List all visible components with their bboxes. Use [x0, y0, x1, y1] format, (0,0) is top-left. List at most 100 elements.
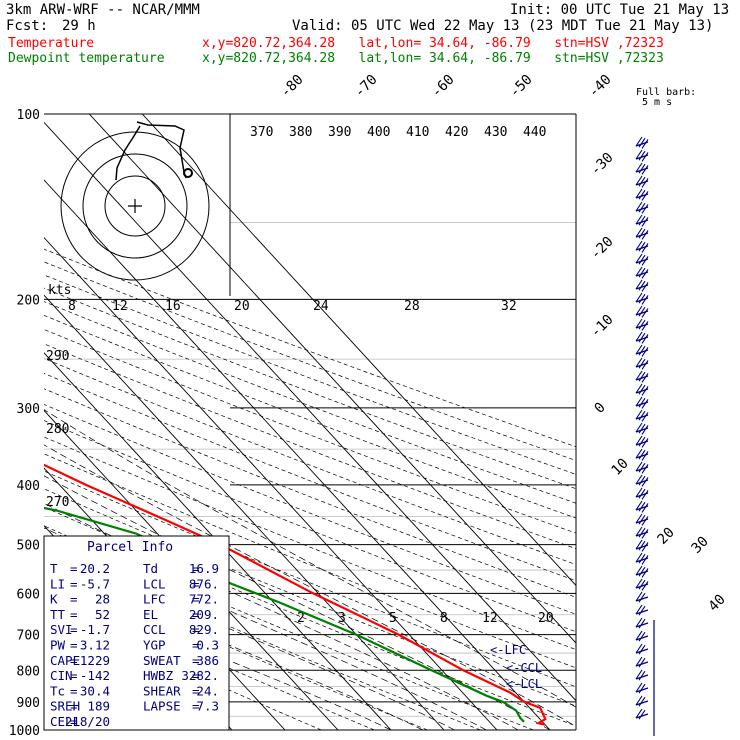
moist-adiabat [44, 444, 576, 727]
isotherm [44, 179, 551, 730]
hodograph-speed-label: 24 [313, 299, 329, 314]
parcel-info-cell: = [192, 622, 200, 637]
mixing-ratio-label: 12 [482, 611, 498, 626]
theta-e-label: 420 [445, 125, 468, 140]
barb-legend-units: 5 m s [642, 97, 673, 108]
legend-temperature-name: Temperature [8, 36, 95, 51]
dewpoint-line [44, 506, 525, 723]
dry-adiabat [44, 261, 576, 461]
init-time: Init: 00 UTC Tue 21 May 13 [510, 2, 730, 18]
parcel-info-cell: 24. [196, 683, 219, 698]
parcel-info-cell: = [70, 638, 78, 653]
parcel-info-cell: 829. [189, 622, 219, 637]
parcel-info-cell: 16.9 [189, 561, 219, 576]
parcel-info-cell: = [70, 653, 78, 668]
parcel-info-cell: = [192, 592, 200, 607]
wind-barb [635, 565, 649, 578]
parcel-info-cell: = [70, 607, 78, 622]
wind-barb [635, 383, 649, 396]
wind-barb [635, 604, 649, 616]
parcel-info-cell: = [192, 561, 200, 576]
wind-barb [635, 370, 649, 383]
mixing-ratio-label: 5 [389, 611, 397, 626]
temperature-line [44, 463, 547, 726]
isotherm-label: 10 [609, 456, 632, 479]
isotherm-label: 40 [706, 592, 729, 615]
hodograph-ring [82, 153, 188, 259]
parcel-info-cell: 209. [189, 607, 219, 622]
parcel-info-cell: = [192, 638, 200, 653]
wind-barb [635, 630, 649, 642]
pressure-label: 700 [17, 629, 40, 644]
parcel-info-cell: = [70, 683, 78, 698]
wind-barb [635, 227, 649, 240]
wind-barb [635, 266, 649, 279]
parcel-info-cell: CAPE [50, 653, 80, 668]
parcel-info-cell: Tc [50, 683, 65, 698]
parcel-info-cell: 876. [189, 576, 219, 591]
wind-barb [635, 214, 649, 227]
parcel-info-cell: = [192, 653, 200, 668]
parcel-info-cell: 7.3 [196, 699, 219, 714]
parcel-info-cell: 1229 [80, 653, 110, 668]
wind-barb [635, 240, 649, 253]
parcel-info-cell: 386 [196, 653, 219, 668]
theta-e-label: 390 [328, 125, 351, 140]
wind-barb [635, 175, 649, 188]
wind-barb [635, 682, 649, 694]
hodograph-speed-label: kts [48, 283, 71, 298]
hodograph-speed-label: 32 [501, 299, 517, 314]
moist-adiabat [44, 587, 392, 730]
wind-barb [635, 279, 649, 292]
theta-e-label: 410 [406, 125, 429, 140]
theta-label: 290 [46, 349, 69, 364]
isotherm-label: -70 [352, 72, 381, 101]
hodograph-ring [104, 175, 166, 237]
dry-adiabat [44, 373, 576, 582]
parcel-info-cell: YGP [143, 638, 166, 653]
model-title: 3km ARW-WRF -- NCAR/MMM [6, 2, 200, 18]
barb-legend-title: Full barb: [636, 87, 697, 98]
mixing-ratio-label: 2 [297, 611, 305, 626]
wind-barb [635, 149, 649, 162]
dry-adiabat [44, 287, 576, 490]
mixing-ratio-label: 8 [440, 611, 448, 626]
wind-barb [635, 643, 649, 655]
legend-dewpoint-name: Dewpoint temperature [8, 51, 165, 66]
parcel-info-cell: SHEAR [143, 683, 181, 698]
parcel-info-cell: = [70, 592, 78, 607]
dry-adiabat [44, 301, 576, 504]
parcel-info-cell: = [70, 561, 78, 576]
wind-barb [635, 162, 649, 175]
isotherm-label: -80 [278, 72, 307, 101]
isotherm-label: 30 [689, 534, 712, 557]
parcel-info-cell: = [192, 668, 200, 683]
hodograph-ring [60, 131, 210, 281]
mixing-ratio-label: 20 [538, 611, 554, 626]
moist-adiabat [44, 502, 519, 730]
forecast-hour: 29 h [62, 18, 96, 34]
wind-barb [635, 292, 649, 305]
isotherm-label: -10 [588, 312, 617, 341]
wind-barb [635, 591, 649, 603]
parcel-info-cell: LCL [143, 576, 166, 591]
parcel-info-cell: 3282. [181, 668, 219, 683]
parcel-info-cell: 3.12 [80, 638, 110, 653]
parcel-info-box [43, 535, 230, 731]
isotherm [44, 409, 339, 730]
level-marker-lfc: <-LFC [490, 643, 526, 657]
parcel-info-cell: = [70, 622, 78, 637]
wind-barb [635, 136, 649, 149]
dry-adiabat [44, 544, 481, 730]
pressure-label: 200 [17, 293, 40, 308]
parcel-info-cell: TT [50, 607, 66, 622]
parcel-info-cell: = [192, 607, 200, 622]
level-marker-lcl: <-LCL [506, 677, 542, 691]
mixing-ratio-label: 3 [338, 611, 346, 626]
parcel-info-cell: K [50, 592, 58, 607]
parcel-info-cell: LI [50, 576, 65, 591]
wind-barb [635, 513, 649, 526]
wind-barb [635, 617, 649, 629]
